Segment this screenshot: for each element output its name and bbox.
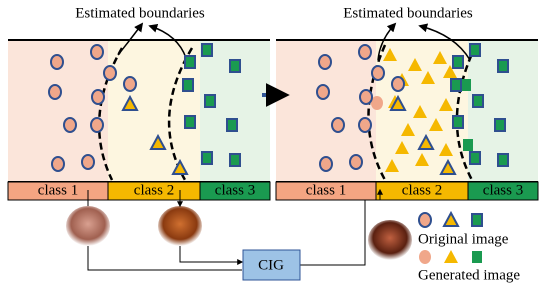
circle-sample <box>319 55 331 69</box>
square-sample <box>495 119 505 131</box>
arrow <box>300 190 380 265</box>
circle-sample <box>52 157 64 171</box>
circle-sample <box>372 66 384 80</box>
circle-sample <box>124 77 136 91</box>
circle-sample <box>392 77 404 91</box>
diagram: class 1 class 2 class 3 Estimated boundarie… <box>0 0 543 287</box>
circle-sample <box>51 55 63 69</box>
arrow <box>88 246 242 270</box>
square-sample <box>185 116 195 128</box>
circle-sample <box>359 45 371 59</box>
boundary-title: Estimated boundaries <box>75 5 205 21</box>
circle-sample <box>64 118 76 132</box>
square-sample <box>230 60 240 72</box>
circle-sample <box>332 118 344 132</box>
circle-sample <box>82 155 94 169</box>
class-label: class 2 <box>402 182 442 198</box>
class-label: class 1 <box>38 182 78 198</box>
fundus-image <box>66 206 110 246</box>
square-sample <box>230 154 240 166</box>
square-sample <box>470 152 480 164</box>
circle-sample <box>359 118 371 132</box>
circle-sample <box>350 155 362 169</box>
square-sample <box>202 152 212 164</box>
left-panel: class 1 class 2 class 3 Estimated boundarie… <box>8 5 270 200</box>
legend-generated: Generated image <box>418 267 520 283</box>
square-sample <box>185 56 195 68</box>
circle-sample <box>92 90 104 104</box>
circle-sample <box>320 157 332 171</box>
boundary-title: Estimated boundaries <box>343 5 473 21</box>
circle-sample <box>317 85 329 99</box>
generated-square <box>461 79 471 91</box>
square-sample <box>205 95 215 107</box>
circle-sample <box>360 90 372 104</box>
circle-sample <box>91 45 103 59</box>
circle-sample <box>49 85 61 99</box>
class-label: class 3 <box>215 182 255 198</box>
generated-square <box>463 139 473 151</box>
class-label: class 1 <box>306 182 346 198</box>
square-sample <box>453 56 463 68</box>
class-label: class 3 <box>483 182 523 198</box>
panels: class 1 class 2 class 3 Estimated boundarie… <box>8 5 538 200</box>
generated-circle <box>419 250 431 264</box>
square-sample <box>498 60 508 72</box>
legend-original: Original image <box>418 231 509 247</box>
square-sample <box>183 79 193 91</box>
fundus-image <box>158 206 202 246</box>
square-sample <box>498 154 508 166</box>
triangle-sample <box>444 213 458 226</box>
generated-square <box>472 251 482 263</box>
square-sample <box>451 79 461 91</box>
square-sample <box>453 116 463 128</box>
fundus-image <box>368 220 412 260</box>
square-sample <box>227 119 237 131</box>
circle-sample <box>91 118 103 132</box>
circle-sample <box>419 213 431 227</box>
generated-triangle <box>444 250 458 263</box>
right-panel: class 1 class 2 class 3 Estimated boundarie… <box>276 5 538 200</box>
circle-sample <box>104 66 116 80</box>
square-sample <box>473 95 483 107</box>
square-sample <box>472 214 482 226</box>
class-label: class 2 <box>134 182 174 198</box>
cig-label: CIG <box>258 257 284 273</box>
square-sample <box>202 44 212 56</box>
square-sample <box>470 44 480 56</box>
